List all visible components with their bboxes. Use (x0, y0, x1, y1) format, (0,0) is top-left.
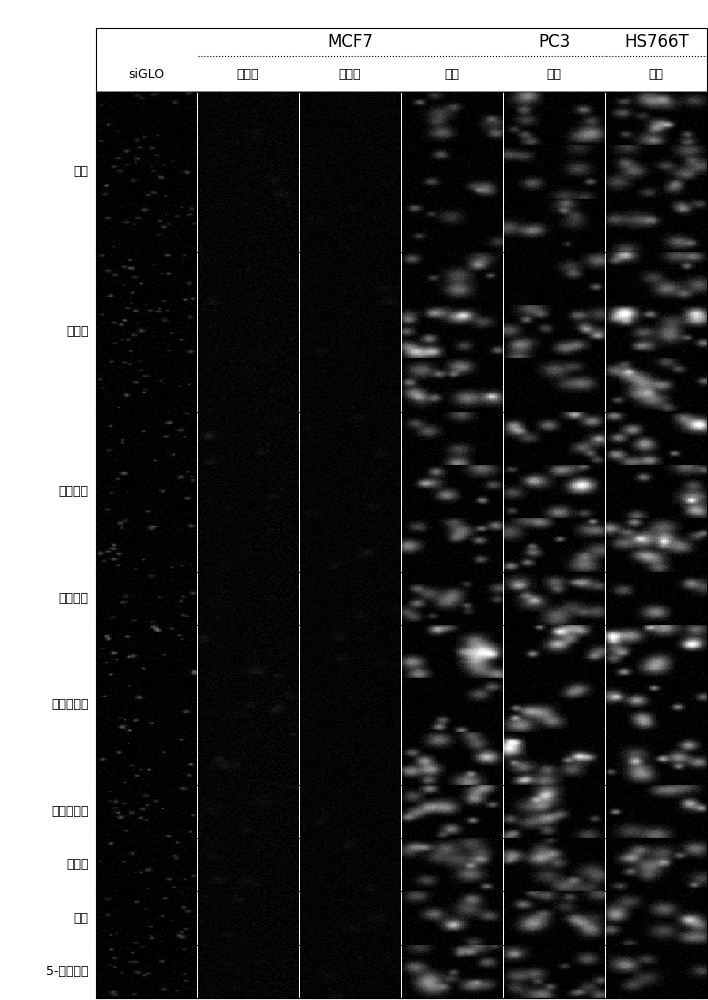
Text: 细胞核: 细胞核 (339, 68, 361, 81)
Text: 脂质体: 脂质体 (236, 68, 259, 81)
Text: 喔氪酯哒唑: 喔氪酯哒唑 (51, 805, 88, 818)
Text: 多西紫杉醇: 多西紫杉醇 (51, 698, 88, 711)
Text: 叠加: 叠加 (547, 68, 561, 81)
Text: MCF7: MCF7 (327, 33, 373, 51)
Text: 叠加: 叠加 (445, 68, 459, 81)
Text: 叠加: 叠加 (445, 68, 459, 81)
Text: 紫杉醇: 紫杉醇 (66, 325, 88, 338)
Text: 叠加: 叠加 (649, 68, 664, 81)
Text: 5-氟胞嘴啖: 5-氟胞嘴啖 (46, 965, 88, 978)
Text: HS766T: HS766T (624, 33, 689, 51)
Text: MCF7: MCF7 (327, 33, 373, 51)
Text: 脂质体: 脂质体 (236, 68, 259, 81)
Text: siGLO: siGLO (128, 68, 164, 81)
Text: HS766T: HS766T (624, 33, 689, 51)
Text: 细胞核: 细胞核 (339, 68, 361, 81)
Text: PC3: PC3 (538, 33, 571, 51)
Text: 长春新碱: 长春新碱 (59, 485, 88, 498)
Text: 顺铂: 顺铂 (74, 912, 88, 925)
Text: PC3: PC3 (538, 33, 571, 51)
Text: 叠加: 叠加 (649, 68, 664, 81)
Text: 秋水仸碱: 秋水仸碱 (59, 592, 88, 605)
Text: 对照: 对照 (74, 165, 88, 178)
Bar (96, 28, 707, 92)
Text: 叠加: 叠加 (547, 68, 561, 81)
Text: 阿霞素: 阿霞素 (66, 858, 88, 871)
Text: siGLO: siGLO (128, 68, 164, 81)
